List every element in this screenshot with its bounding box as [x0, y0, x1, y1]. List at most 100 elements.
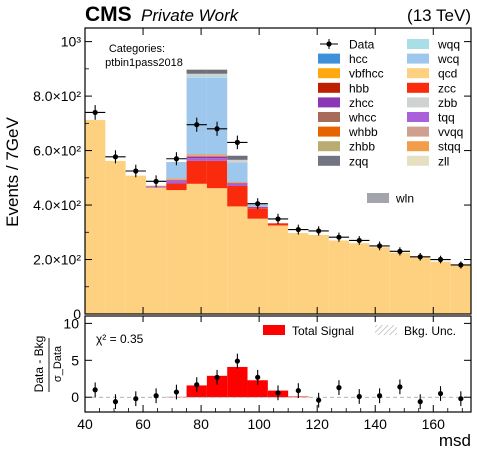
bar-zqq-7: [227, 155, 248, 160]
bar-stqq-7: [227, 182, 248, 184]
legend-swatch-zhcc: [318, 97, 340, 108]
bar-wqq-5: [186, 76, 207, 78]
bar-stqq-4: [166, 179, 187, 181]
data-point-16: [417, 254, 423, 260]
legend-swatch-hcc: [318, 53, 340, 64]
main-frame: [84, 27, 472, 315]
data-point-12: [336, 234, 342, 240]
ratio-frame: [84, 315, 472, 413]
pull-point-12: [336, 385, 342, 391]
main-ytick-label-0: 0: [73, 306, 81, 322]
x-axis-label: msd: [439, 431, 471, 450]
bar-vvqq-6: [206, 154, 228, 156]
bar-qcd-18: [450, 264, 471, 314]
main-ytick-label-5: 10³: [61, 34, 82, 50]
bar-qcd-14: [369, 247, 390, 314]
legend-label-zqq: zqq: [349, 154, 368, 168]
pull-point-9: [275, 390, 281, 396]
legend-swatch-wln: [367, 193, 389, 203]
legend-swatch-stqq: [407, 141, 429, 152]
main-y-axis: 0 2.0×10² 4.0×10² 6.0×10² 8.0×10² 10³: [33, 34, 471, 322]
bar-wcq-5: [186, 77, 207, 155]
bar-qcd-2: [125, 175, 146, 314]
bar-qcd-13: [349, 243, 370, 314]
data-point-10: [295, 226, 301, 233]
ratio-xtick-label-3: 100: [247, 416, 271, 432]
pull-point-18: [458, 396, 464, 402]
bar-tqq-6: [206, 158, 228, 161]
ratio-y-axis-label: Data - Bkg σ_Data: [32, 336, 64, 393]
legend-swatch-wqq: [407, 39, 429, 49]
legend-label-vvqq: vvqq: [438, 125, 463, 139]
ratio-xtick-label-4: 120: [306, 416, 330, 432]
bar-qcd-9: [267, 225, 289, 314]
data-point-8: [255, 201, 261, 207]
pull-point-6: [214, 374, 220, 380]
bkg-unc-label: Bkg. Unc.: [404, 324, 456, 338]
bar-zqq-6: [206, 69, 228, 74]
legend-data-marker: [326, 41, 332, 47]
ratio-legend: Total Signal Bkg. Unc.: [263, 324, 456, 338]
bar-qcd-11: [308, 235, 329, 314]
ratio-ytick-label-0: 0: [71, 389, 79, 405]
ratio-y-axis: 0 5 10: [63, 315, 471, 405]
bar-vvqq-7: [227, 181, 248, 183]
signal-bar-8: [247, 380, 268, 398]
ratio-xtick-label-1: 60: [135, 416, 151, 432]
ratio-y-numerator: Data - Bkg: [32, 336, 46, 393]
pull-point-8: [255, 374, 261, 380]
data-point-9: [275, 216, 281, 222]
pull-point-15: [397, 384, 403, 390]
categories-label: Categories:: [109, 43, 165, 55]
bar-qcd-15: [389, 252, 411, 314]
bar-zbb-5: [186, 73, 207, 77]
legend-label-stqq: stqq: [438, 140, 461, 154]
bar-zcc-8: [247, 208, 268, 219]
legend-swatch-tqq: [407, 112, 429, 122]
legend-label-zhbb: zhbb: [349, 140, 375, 154]
signal-histogram: [166, 366, 309, 398]
data-point-6: [214, 126, 220, 132]
legend-swatch-vbfhcc: [318, 68, 340, 79]
pull-point-2: [133, 396, 139, 402]
pull-point-17: [437, 390, 444, 397]
bkg-unc-swatch: [375, 325, 397, 335]
ratio-x-axis: 40 60 80 100 120 140 160: [77, 316, 463, 432]
bar-wcq-7: [227, 162, 248, 182]
data-point-7: [234, 139, 240, 145]
private-work-label: Private Work: [141, 6, 240, 25]
legend-label-wcq: wcq: [437, 52, 459, 66]
pull-point-3: [153, 393, 159, 399]
legend-label-zbb: zbb: [438, 96, 458, 110]
ratio-panel: 0 5 10 40 60 80 100 120 140 160 χ² = 0.35 Data -…: [32, 315, 472, 450]
data-point-13: [356, 237, 362, 244]
main-ytick-label-3: 6.0×10²: [33, 143, 81, 159]
legend-swatch-zbb: [407, 97, 429, 108]
ratio-ytick-label-1: 5: [71, 352, 79, 368]
data-point-18: [458, 262, 464, 268]
legend-label-hcc: hcc: [349, 52, 368, 66]
data-point-14: [376, 243, 383, 249]
total-signal-label: Total Signal: [292, 324, 354, 338]
pull-point-1: [112, 399, 119, 405]
pull-point-10: [295, 387, 301, 394]
data-point-1: [112, 154, 119, 160]
legend-label-qcd: qcd: [438, 67, 457, 81]
pull-point-0: [92, 387, 98, 393]
bar-tqq-4: [166, 181, 187, 184]
pull-point-4: [173, 389, 180, 395]
ratio-ytick-label-2: 10: [63, 315, 79, 331]
legend-swatch-zll: [407, 155, 429, 166]
legend-swatch-hbb: [318, 82, 340, 93]
signal-bar-6: [206, 375, 228, 398]
data-point-11: [316, 228, 322, 234]
pull-point-14: [376, 393, 383, 399]
bar-qcd-16: [410, 256, 431, 314]
ratio-xtick-label-6: 160: [422, 416, 446, 432]
legend-swatch-zcc: [407, 82, 429, 93]
bar-qcd-7: [227, 206, 248, 314]
bar-zbb-7: [227, 159, 248, 163]
bar-qcd-8: [247, 218, 268, 314]
bar-qcd-3: [145, 187, 167, 314]
